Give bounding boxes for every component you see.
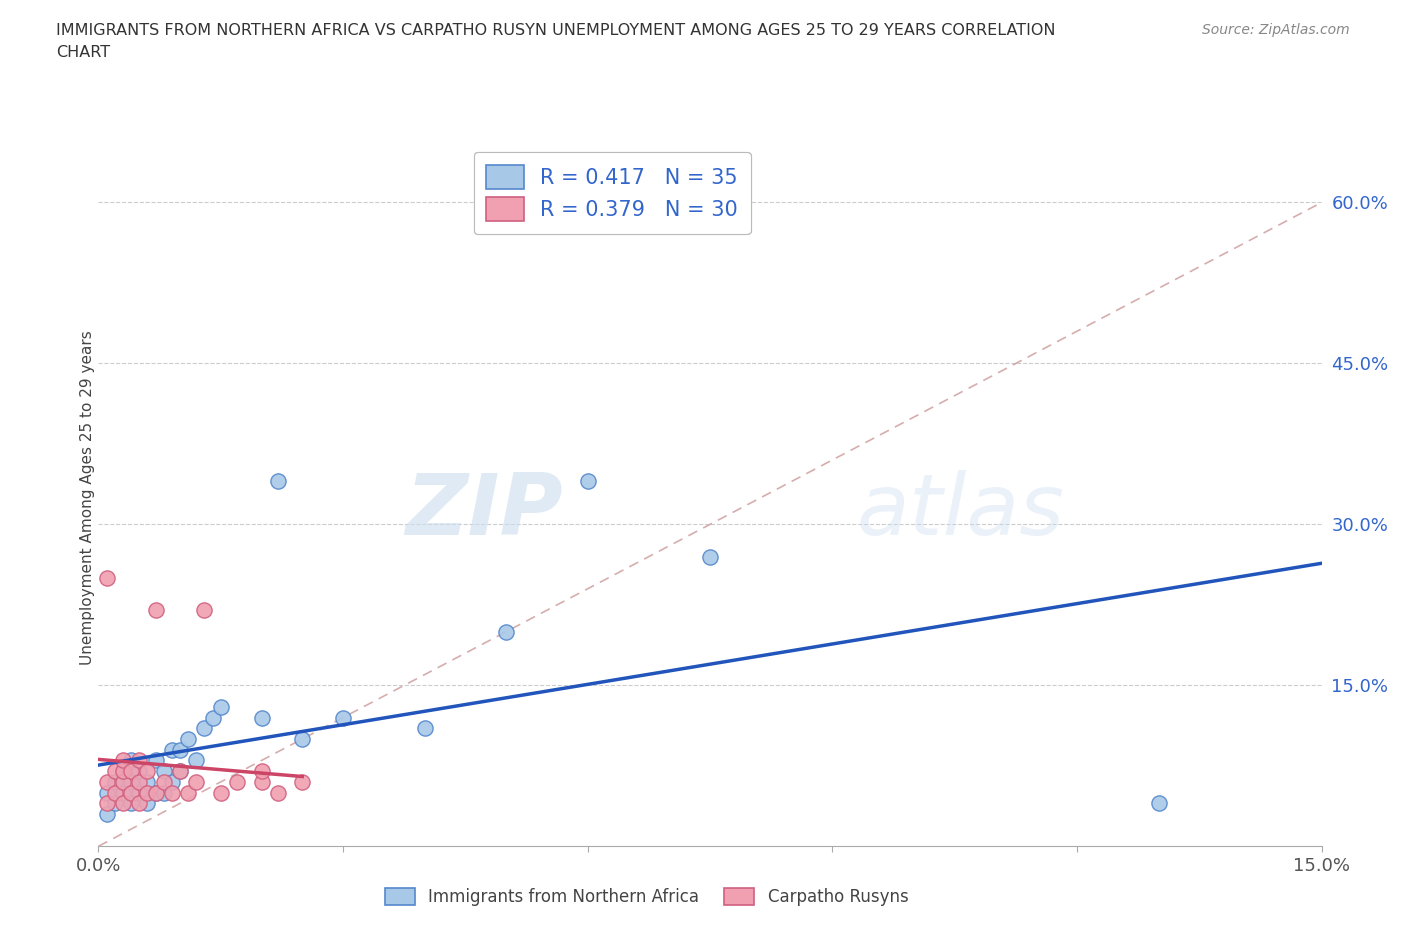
Point: [128, 796, 150, 811]
Point: [186, 753, 208, 768]
Point: [96, 775, 118, 790]
Point: [111, 764, 134, 778]
Point: [96, 571, 118, 586]
Point: [160, 785, 183, 800]
Point: [332, 711, 354, 725]
Point: [193, 603, 215, 618]
Point: [104, 764, 127, 778]
Point: [250, 711, 273, 725]
Point: [267, 474, 290, 489]
Y-axis label: Unemployment Among Ages 25 to 29 years: Unemployment Among Ages 25 to 29 years: [80, 330, 94, 665]
Point: [193, 721, 215, 736]
Point: [495, 624, 517, 639]
Point: [111, 796, 134, 811]
Point: [120, 764, 142, 778]
Point: [169, 764, 191, 778]
Point: [120, 753, 142, 768]
Point: [104, 796, 127, 811]
Point: [96, 806, 118, 821]
Point: [145, 785, 167, 800]
Point: [177, 732, 200, 747]
Point: [1147, 796, 1170, 811]
Point: [111, 753, 134, 768]
Point: [111, 785, 134, 800]
Point: [136, 764, 159, 778]
Text: CHART: CHART: [56, 45, 110, 60]
Point: [136, 775, 159, 790]
Point: [291, 732, 314, 747]
Point: [169, 764, 191, 778]
Point: [152, 764, 174, 778]
Point: [250, 764, 273, 778]
Point: [128, 753, 150, 768]
Point: [201, 711, 224, 725]
Point: [169, 742, 191, 757]
Text: IMMIGRANTS FROM NORTHERN AFRICA VS CARPATHO RUSYN UNEMPLOYMENT AMONG AGES 25 TO : IMMIGRANTS FROM NORTHERN AFRICA VS CARPA…: [56, 23, 1056, 38]
Point: [209, 699, 232, 714]
Point: [145, 753, 167, 768]
Point: [152, 785, 174, 800]
Point: [160, 775, 183, 790]
Point: [96, 796, 118, 811]
Point: [209, 785, 232, 800]
Point: [145, 785, 167, 800]
Point: [699, 549, 721, 564]
Point: [576, 474, 599, 489]
Point: [413, 721, 436, 736]
Point: [250, 775, 273, 790]
Point: [136, 785, 159, 800]
Point: [152, 775, 174, 790]
Point: [136, 796, 159, 811]
Point: [186, 775, 208, 790]
Text: ZIP: ZIP: [405, 470, 564, 553]
Point: [128, 764, 150, 778]
Legend: R = 0.417   N = 35, R = 0.379   N = 30: R = 0.417 N = 35, R = 0.379 N = 30: [474, 153, 751, 233]
Point: [96, 785, 118, 800]
Text: Source: ZipAtlas.com: Source: ZipAtlas.com: [1202, 23, 1350, 37]
Point: [128, 775, 150, 790]
Point: [128, 785, 150, 800]
Text: atlas: atlas: [856, 470, 1064, 553]
Point: [177, 785, 200, 800]
Point: [111, 775, 134, 790]
Point: [267, 785, 290, 800]
Point: [120, 785, 142, 800]
Point: [160, 742, 183, 757]
Point: [104, 775, 127, 790]
Point: [226, 775, 249, 790]
Point: [291, 775, 314, 790]
Point: [145, 603, 167, 618]
Point: [120, 796, 142, 811]
Point: [111, 764, 134, 778]
Legend: Immigrants from Northern Africa, Carpatho Rusyns: Immigrants from Northern Africa, Carpath…: [378, 881, 915, 912]
Point: [104, 785, 127, 800]
Point: [120, 775, 142, 790]
